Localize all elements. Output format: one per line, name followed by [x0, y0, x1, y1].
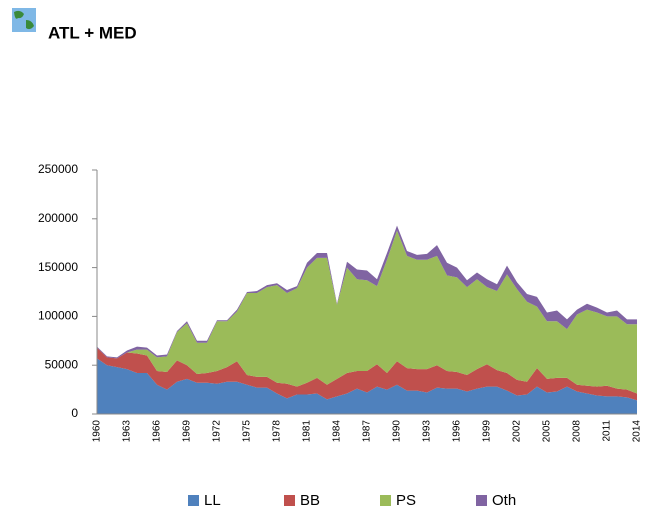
- legend-swatch: [284, 495, 295, 506]
- legend-swatch: [476, 495, 487, 506]
- plot-area: [97, 225, 637, 414]
- x-tick-label: 1996: [452, 420, 463, 443]
- x-tick-label: 2002: [512, 420, 523, 443]
- x-tick-label: 1984: [332, 420, 343, 443]
- area: [97, 358, 637, 414]
- legend-label: PS: [396, 492, 416, 509]
- x-tick-label: 1963: [122, 420, 133, 443]
- x-tick-label: 1972: [212, 420, 223, 443]
- y-tick-label: 100000: [38, 309, 78, 323]
- y-tick-label: 150000: [38, 260, 78, 274]
- page-title: ATL + MED: [48, 23, 137, 42]
- y-tick-label: 250000: [38, 162, 78, 176]
- x-tick-label: 1999: [482, 420, 493, 443]
- x-tick-label: 1990: [392, 420, 403, 443]
- legend-swatch: [380, 495, 391, 506]
- globe-icon: [12, 8, 36, 32]
- x-tick-label: 1993: [422, 420, 433, 443]
- x-tick-label: 2008: [572, 420, 583, 443]
- legend-label: BB: [300, 492, 320, 509]
- y-tick-label: 200000: [38, 211, 78, 225]
- x-tick-label: 2011: [602, 420, 613, 442]
- y-tick-label: 0: [71, 406, 78, 420]
- x-tick-label: 1975: [242, 420, 253, 443]
- x-tick-label: 2005: [542, 420, 553, 443]
- x-tick-label: 1987: [362, 420, 373, 443]
- x-tick-label: 1966: [152, 420, 163, 443]
- x-tick-label: 1978: [272, 420, 283, 443]
- x-tick-label: 1981: [302, 420, 313, 443]
- legend-label: LL: [204, 492, 221, 509]
- x-tick-label: 2014: [632, 420, 643, 443]
- x-tick-label: 1960: [92, 420, 103, 443]
- area: [97, 230, 637, 394]
- legend-swatch: [188, 495, 199, 506]
- legend-label: Oth: [492, 492, 516, 509]
- area: [97, 347, 637, 401]
- y-tick-label: 50000: [45, 357, 79, 371]
- x-tick-label: 1969: [182, 420, 193, 443]
